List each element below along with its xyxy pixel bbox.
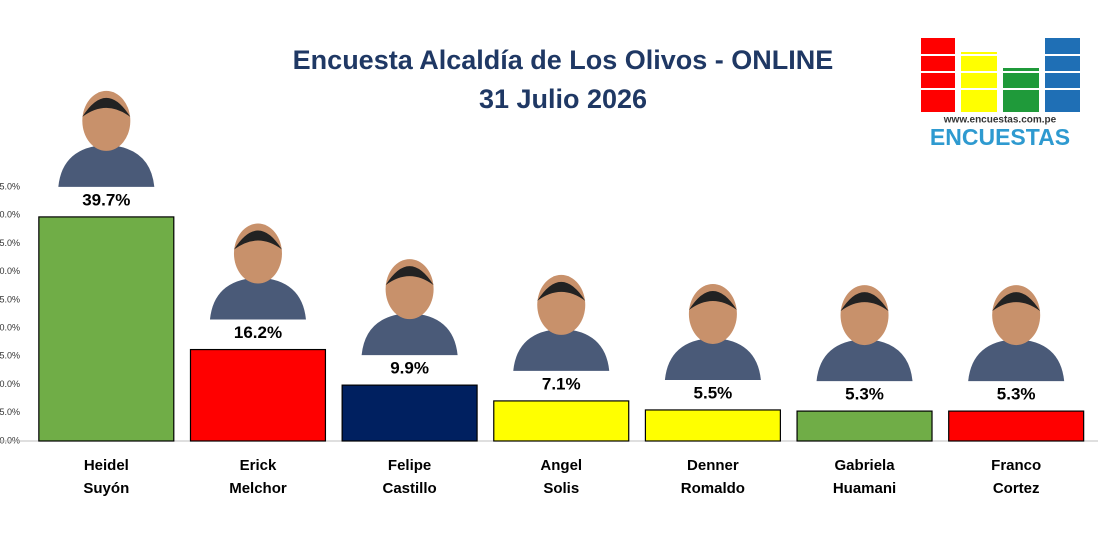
logo: www.encuestas.com.pe ENCUESTAS xyxy=(918,38,1082,150)
x-tick-label: Castillo xyxy=(383,480,437,497)
y-tick-label: 20.0% xyxy=(0,322,20,332)
logo-name: ENCUESTAS xyxy=(930,124,1070,150)
photo-shoulders xyxy=(361,313,458,356)
x-tick-label: Angel xyxy=(540,457,582,474)
photo-shoulders xyxy=(513,328,610,371)
x-tick-label: Romaldo xyxy=(681,480,745,497)
value-label: 5.3% xyxy=(845,385,884,404)
photo-shoulders xyxy=(816,339,913,382)
photo-shoulders xyxy=(664,337,761,380)
value-label: 9.9% xyxy=(390,359,429,378)
bar xyxy=(189,348,327,442)
x-tick-label: Huamani xyxy=(833,480,896,497)
photo-hair xyxy=(385,266,434,286)
value-label: 39.7% xyxy=(82,190,130,209)
value-label: 5.3% xyxy=(997,385,1036,404)
bar xyxy=(493,400,630,442)
photo-shoulders xyxy=(58,144,155,187)
candidate-photo xyxy=(513,274,610,371)
y-tick-label: 45.0% xyxy=(0,181,20,191)
y-tick-label: 0.0% xyxy=(0,435,20,445)
logo-bar xyxy=(961,52,997,112)
chart-subtitle: 31 Julio 2026 xyxy=(479,84,647,114)
y-tick-label: 30.0% xyxy=(0,266,20,276)
y-tick-label: 5.0% xyxy=(0,407,20,417)
y-tick-label: 40.0% xyxy=(0,210,20,220)
y-tick-label: 25.0% xyxy=(0,294,20,304)
x-tick-label: Gabriela xyxy=(835,457,896,474)
candidate-photo xyxy=(664,283,761,380)
x-tick-label: Felipe xyxy=(388,457,431,474)
x-tick-label: Franco xyxy=(991,457,1041,474)
candidate-photo xyxy=(816,285,913,382)
y-tick-label: 10.0% xyxy=(0,379,20,389)
value-label: 5.5% xyxy=(694,383,733,402)
x-tick-label: Solis xyxy=(543,480,579,497)
value-label: 16.2% xyxy=(234,323,282,342)
bar xyxy=(38,216,175,442)
candidate-photo xyxy=(58,90,155,187)
photo-hair xyxy=(992,292,1041,312)
logo-bar xyxy=(921,38,955,112)
candidate-photo xyxy=(968,285,1065,382)
logo-bar xyxy=(1045,38,1080,112)
photo-hair xyxy=(82,97,131,117)
bar xyxy=(948,410,1085,442)
logo-stripes xyxy=(918,54,1082,90)
x-tick-label: Cortez xyxy=(993,480,1040,497)
photo-shoulders xyxy=(968,339,1065,382)
x-tick-label: Erick xyxy=(240,457,277,474)
x-tick-label: Denner xyxy=(687,457,739,474)
bar xyxy=(796,410,933,442)
photo-hair xyxy=(233,230,282,250)
bar xyxy=(644,409,781,442)
x-tick-label: Heidel xyxy=(84,457,129,474)
chart-title: Encuesta Alcaldía de Los Olivos - ONLINE xyxy=(293,45,834,75)
photo-shoulders xyxy=(209,277,306,320)
logo-url: www.encuestas.com.pe xyxy=(943,115,1057,126)
y-tick-label: 35.0% xyxy=(0,238,20,248)
photo-hair xyxy=(688,290,737,310)
candidate-photo xyxy=(209,223,306,320)
photo-hair xyxy=(840,292,889,312)
x-tick-label: Melchor xyxy=(229,480,287,497)
photo-hair xyxy=(537,281,586,301)
y-tick-label: 15.0% xyxy=(0,351,20,361)
value-label: 7.1% xyxy=(542,374,581,393)
bar xyxy=(341,384,478,442)
x-tick-label: Suyón xyxy=(83,480,129,497)
candidate-photo xyxy=(361,259,458,356)
